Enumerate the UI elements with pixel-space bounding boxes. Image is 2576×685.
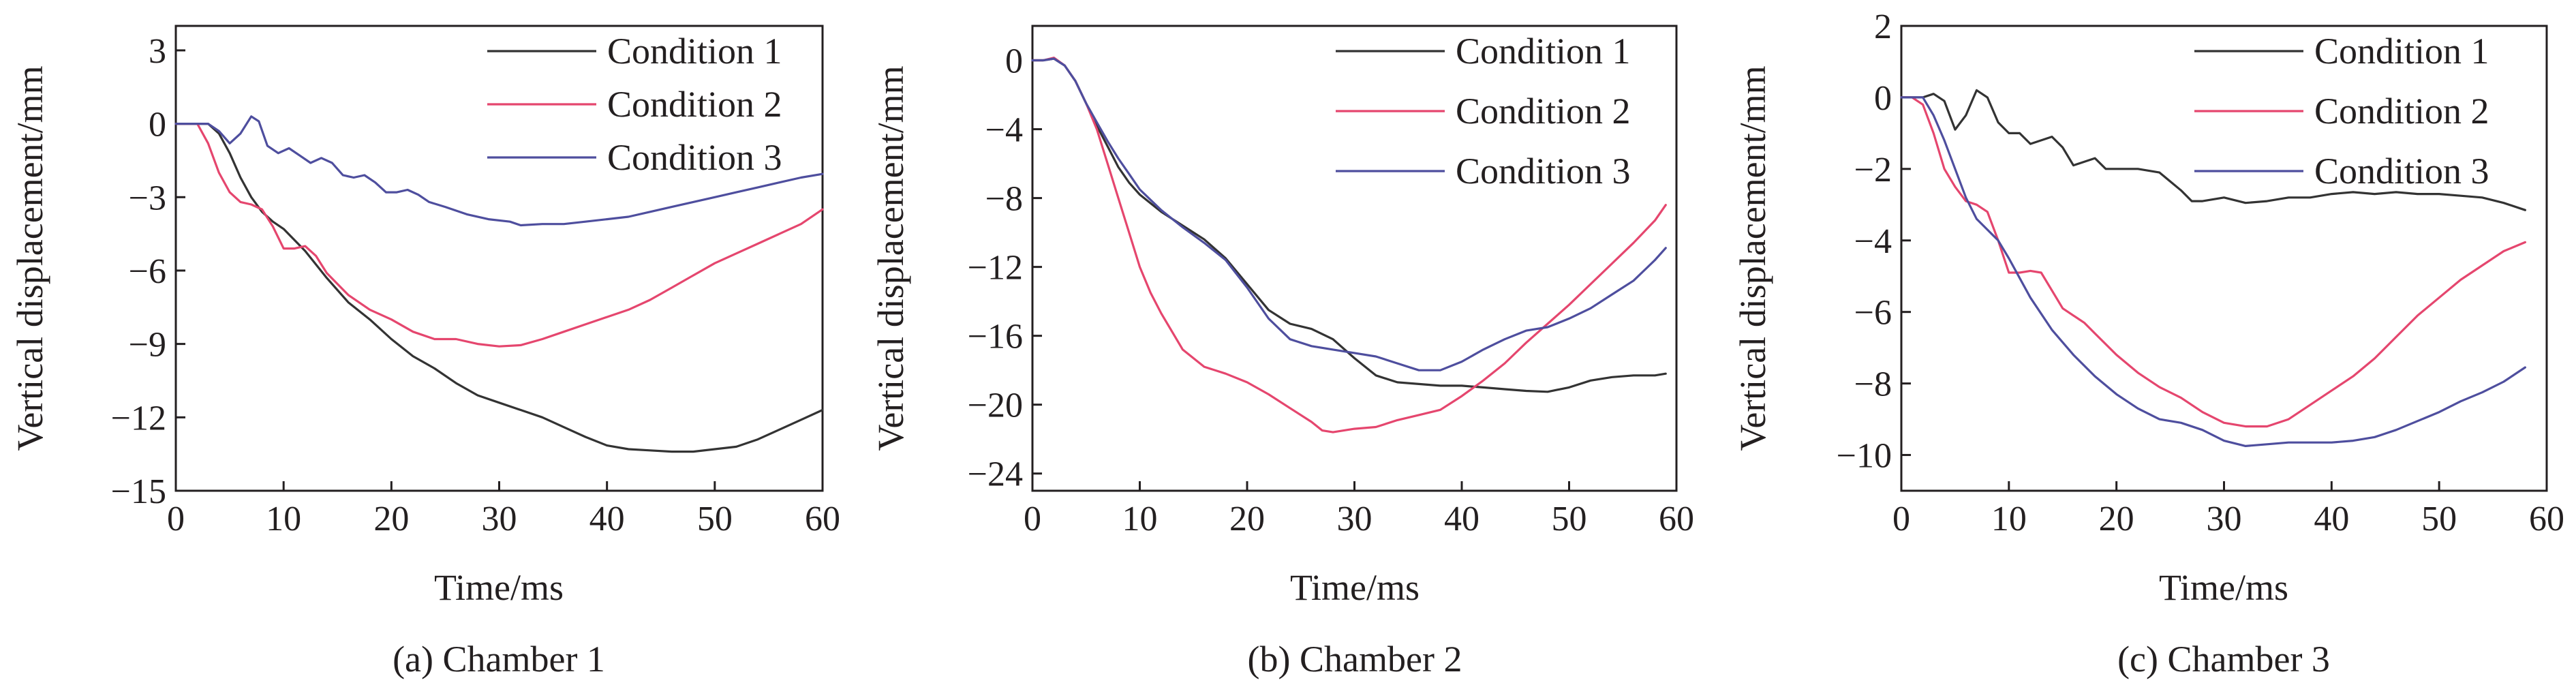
y-tick-label-a-4: −9: [129, 326, 166, 365]
y-tick-label-a-5: −12: [111, 399, 166, 438]
x-tick-label-a-4: 40: [589, 500, 625, 538]
series-line-a-condition-1: [174, 123, 824, 453]
x-tick-label-c-5: 50: [2421, 500, 2457, 538]
y-axis-label-a: Vertical displacement/mm: [10, 65, 50, 451]
y-tick-label-c-5: −8: [1854, 365, 1892, 404]
x-tick-label-a-0: 0: [167, 500, 185, 538]
legend-label-b-condition-3: Condition 3: [1456, 151, 1631, 192]
series-line-c-condition-2: [1900, 96, 2526, 428]
caption-c: (c) Chamber 3: [2117, 639, 2330, 680]
x-tick-label-a-2: 20: [373, 500, 409, 538]
y-tick-label-c-3: −4: [1854, 222, 1892, 261]
ticks-b: 0 10 20 30 40 50 60 0 −4 −8 −12 −16 −20 −24: [968, 42, 1694, 538]
y-tick-label-b-3: −12: [968, 249, 1023, 288]
series-line-c-condition-1: [1900, 89, 2526, 211]
legend-label-c-condition-1: Condition 1: [2314, 31, 2489, 72]
x-tick-label-b-6: 60: [1659, 500, 1694, 538]
x-tick-label-c-1: 10: [1991, 500, 2027, 538]
y-tick-label-c-6: −10: [1837, 437, 1892, 476]
legend-label-b-condition-1: Condition 1: [1456, 31, 1631, 72]
y-axis-label-b: Vertical displacement/mm: [870, 65, 911, 451]
series-layer-c: [1900, 89, 2526, 447]
y-tick-label-b-6: −24: [968, 455, 1023, 494]
y-tick-label-c-0: 2: [1874, 7, 1892, 46]
x-tick-label-b-3: 30: [1337, 500, 1373, 538]
y-tick-label-b-4: −16: [968, 318, 1023, 356]
caption-a: (a) Chamber 1: [393, 639, 605, 680]
y-axis-label-c: Vertical displacement/mm: [1732, 65, 1773, 451]
x-axis-label-b: Time/ms: [1290, 567, 1420, 608]
y-tick-label-a-1: 0: [149, 106, 166, 144]
legend-b: Condition 1 Condition 2 Condition 3: [1336, 31, 1631, 192]
x-tick-label-a-5: 50: [697, 500, 733, 538]
legend-label-a-condition-1: Condition 1: [607, 31, 782, 72]
legend-a: Condition 1 Condition 2 Condition 3: [487, 31, 782, 178]
x-tick-label-c-6: 60: [2529, 500, 2564, 538]
caption-b: (b) Chamber 2: [1248, 639, 1462, 680]
y-tick-label-b-2: −8: [985, 180, 1023, 219]
series-line-c-condition-3: [1900, 96, 2526, 447]
panel-b: 0 10 20 30 40 50 60 0 −4 −8 −12 −16 −20 −24 Condition…: [870, 25, 1694, 680]
x-axis-label-a: Time/ms: [434, 567, 564, 608]
x-tick-label-a-6: 60: [805, 500, 840, 538]
legend-label-c-condition-2: Condition 2: [2314, 91, 2489, 132]
series-line-b-condition-1: [1031, 57, 1667, 393]
legend-label-c-condition-3: Condition 3: [2314, 151, 2489, 192]
series-line-a-condition-3: [174, 115, 824, 227]
x-tick-label-b-0: 0: [1024, 500, 1041, 538]
x-tick-label-c-2: 20: [2099, 500, 2134, 538]
series-line-a-condition-2: [174, 123, 824, 348]
x-tick-label-b-2: 20: [1229, 500, 1265, 538]
series-line-b-condition-3: [1031, 57, 1667, 371]
x-tick-label-b-5: 50: [1552, 500, 1587, 538]
y-tick-label-a-3: −6: [129, 252, 166, 291]
series-layer-b: [1031, 57, 1667, 433]
legend-c: Condition 1 Condition 2 Condition 3: [2194, 31, 2489, 192]
x-axis-label-c: Time/ms: [2159, 567, 2288, 608]
y-tick-label-a-2: −3: [129, 179, 166, 217]
y-tick-label-c-1: 0: [1874, 79, 1892, 118]
x-tick-label-c-3: 30: [2207, 500, 2242, 538]
x-tick-label-c-4: 40: [2314, 500, 2349, 538]
x-tick-label-a-3: 30: [482, 500, 517, 538]
y-tick-label-c-2: −2: [1854, 151, 1892, 189]
legend-label-a-condition-2: Condition 2: [607, 84, 782, 125]
x-tick-label-b-4: 40: [1444, 500, 1479, 538]
series-layer-a: [174, 115, 824, 453]
legend-label-b-condition-2: Condition 2: [1456, 91, 1631, 132]
x-tick-label-b-1: 10: [1122, 500, 1158, 538]
y-tick-label-b-5: −20: [968, 386, 1023, 425]
y-tick-label-c-4: −6: [1854, 294, 1892, 333]
y-tick-label-b-1: −4: [985, 111, 1023, 150]
legend-label-a-condition-3: Condition 3: [607, 137, 782, 178]
y-tick-label-b-0: 0: [1005, 42, 1023, 81]
x-tick-label-a-1: 10: [266, 500, 301, 538]
y-tick-label-a-6: −15: [111, 472, 166, 511]
x-tick-label-c-0: 0: [1892, 500, 1910, 538]
y-tick-label-a-0: 3: [149, 32, 166, 71]
